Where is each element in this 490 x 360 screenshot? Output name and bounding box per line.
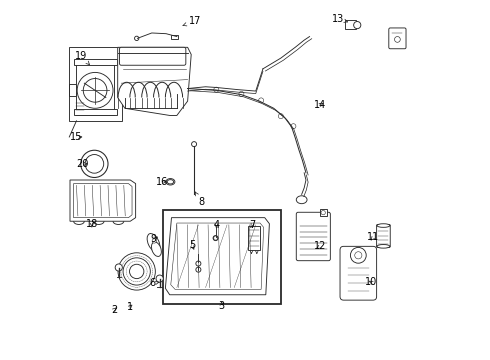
Bar — [319, 210, 327, 216]
Text: 17: 17 — [183, 17, 201, 27]
Text: 2: 2 — [111, 305, 117, 315]
Text: 6: 6 — [150, 278, 159, 288]
Ellipse shape — [377, 224, 390, 227]
Bar — [74, 109, 117, 116]
Text: 4: 4 — [213, 220, 220, 230]
Circle shape — [355, 252, 362, 259]
Text: 16: 16 — [156, 177, 168, 187]
Circle shape — [123, 258, 150, 285]
Text: 9: 9 — [150, 234, 157, 244]
Text: 15: 15 — [70, 132, 83, 142]
Ellipse shape — [377, 244, 390, 248]
Circle shape — [115, 264, 122, 271]
Text: 7: 7 — [249, 220, 255, 230]
Bar — [345, 21, 356, 30]
Circle shape — [239, 91, 244, 96]
Circle shape — [196, 261, 201, 266]
Bar — [74, 59, 117, 65]
Bar — [163, 211, 281, 304]
Circle shape — [214, 87, 219, 92]
Circle shape — [152, 239, 156, 243]
Polygon shape — [70, 180, 136, 221]
Text: 20: 20 — [77, 159, 89, 169]
Circle shape — [118, 253, 155, 290]
FancyBboxPatch shape — [377, 225, 390, 247]
Circle shape — [354, 22, 361, 29]
Polygon shape — [171, 223, 264, 289]
Circle shape — [291, 124, 296, 129]
Circle shape — [278, 114, 283, 119]
Text: 5: 5 — [189, 240, 195, 250]
Circle shape — [350, 247, 366, 263]
Ellipse shape — [151, 242, 161, 256]
Text: 13: 13 — [332, 14, 347, 24]
Polygon shape — [118, 47, 191, 116]
Bar — [69, 84, 76, 96]
Text: 1: 1 — [126, 302, 133, 312]
Circle shape — [81, 150, 108, 177]
Bar — [172, 35, 178, 39]
Circle shape — [156, 275, 163, 282]
Text: 19: 19 — [75, 51, 90, 65]
FancyBboxPatch shape — [340, 246, 377, 300]
Ellipse shape — [167, 180, 173, 184]
FancyBboxPatch shape — [76, 60, 115, 116]
Circle shape — [213, 235, 218, 240]
Circle shape — [83, 78, 107, 102]
Text: 14: 14 — [314, 100, 326, 110]
Circle shape — [77, 72, 113, 108]
Circle shape — [129, 264, 144, 279]
Circle shape — [196, 267, 201, 272]
FancyBboxPatch shape — [120, 47, 186, 65]
FancyBboxPatch shape — [296, 212, 330, 261]
Polygon shape — [166, 218, 270, 295]
Text: 18: 18 — [86, 219, 98, 229]
Circle shape — [214, 237, 217, 239]
Ellipse shape — [147, 234, 160, 252]
Circle shape — [394, 37, 400, 42]
Circle shape — [135, 36, 139, 41]
Bar — [248, 226, 260, 250]
Circle shape — [85, 154, 104, 173]
FancyBboxPatch shape — [389, 28, 406, 49]
Text: 3: 3 — [219, 301, 225, 311]
Circle shape — [259, 98, 264, 103]
Text: 8: 8 — [195, 192, 204, 207]
Text: 10: 10 — [365, 277, 377, 287]
Bar — [69, 47, 122, 121]
Polygon shape — [74, 184, 132, 218]
Ellipse shape — [166, 179, 175, 185]
Ellipse shape — [296, 196, 307, 204]
Circle shape — [192, 141, 196, 147]
Text: 11: 11 — [368, 232, 380, 242]
Circle shape — [321, 211, 325, 215]
Text: 12: 12 — [314, 241, 326, 251]
